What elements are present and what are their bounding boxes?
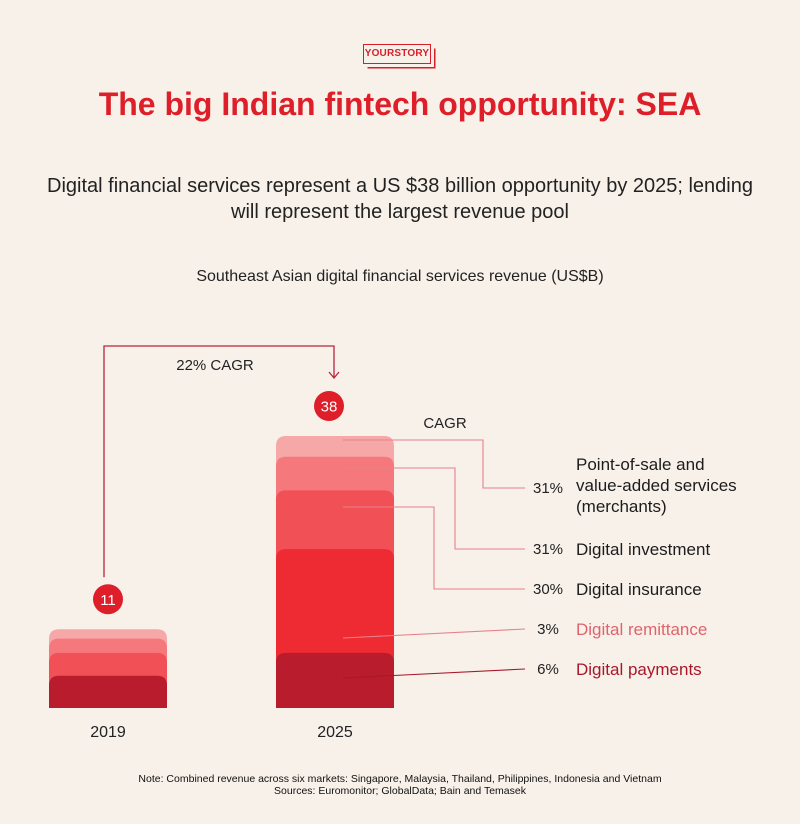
cagr-bracket-line bbox=[103, 345, 335, 578]
legend-connector-digital-insurance bbox=[343, 506, 525, 590]
page-title: The big Indian fintech opportunity: SEA bbox=[98, 86, 702, 122]
x-tick-label-2025: 2025 bbox=[317, 724, 353, 741]
legend-cagr-digital-investment: 31% bbox=[533, 541, 563, 558]
legend-label-digital-remittance: Digital remittance bbox=[576, 620, 707, 639]
total-bubble-2019 bbox=[93, 584, 123, 615]
cagr-column-header: CAGR bbox=[423, 415, 467, 432]
footnote: Note: Combined revenue across six market… bbox=[0, 773, 800, 797]
legend-label-point-of-sale-and-value-added-services-merchants: Point-of-sale and value-added services (me… bbox=[576, 455, 737, 516]
legend-label-digital-insurance: Digital insurance bbox=[576, 580, 702, 599]
footnote-sources: Sources: Euromonitor; GlobalData; Bain a… bbox=[274, 785, 526, 797]
page-subtitle: Digital financial services represent a U… bbox=[47, 175, 753, 223]
legend-connector-point-of-sale-and-value-added-services-merchants bbox=[343, 439, 525, 489]
legend-connector-digital-payments bbox=[342, 668, 526, 679]
yourstory-logo: YOURSTORY bbox=[363, 44, 431, 64]
x-tick-label-2019: 2019 bbox=[90, 724, 126, 741]
total-label-2019: 11 bbox=[100, 592, 116, 609]
cagr-arrow-head bbox=[328, 371, 340, 380]
legend-cagr-digital-insurance: 30% bbox=[533, 581, 563, 598]
bar-segment-digital-payments-2025 bbox=[276, 652, 394, 708]
total-bubble-2025 bbox=[314, 391, 344, 421]
footnote-note: Note: Combined revenue across six market… bbox=[138, 773, 662, 785]
legend-connector-digital-investment bbox=[343, 467, 525, 550]
overall-cagr-label: 22% CAGR bbox=[176, 357, 254, 374]
chart-title: Southeast Asian digital financial servic… bbox=[196, 268, 604, 285]
legend-label-digital-payments: Digital payments bbox=[576, 660, 702, 679]
legend-cagr-point-of-sale-and-value-added-services-merchants: 31% bbox=[533, 480, 563, 497]
bar-segment-digital-payments-2019 bbox=[49, 675, 167, 708]
legend-connector-digital-remittance bbox=[342, 628, 526, 639]
legend-label-digital-investment: Digital investment bbox=[576, 540, 710, 559]
legend-cagr-digital-payments: 6% bbox=[537, 661, 559, 678]
legend-cagr-digital-remittance: 3% bbox=[537, 621, 559, 638]
total-label-2025: 38 bbox=[321, 399, 338, 416]
